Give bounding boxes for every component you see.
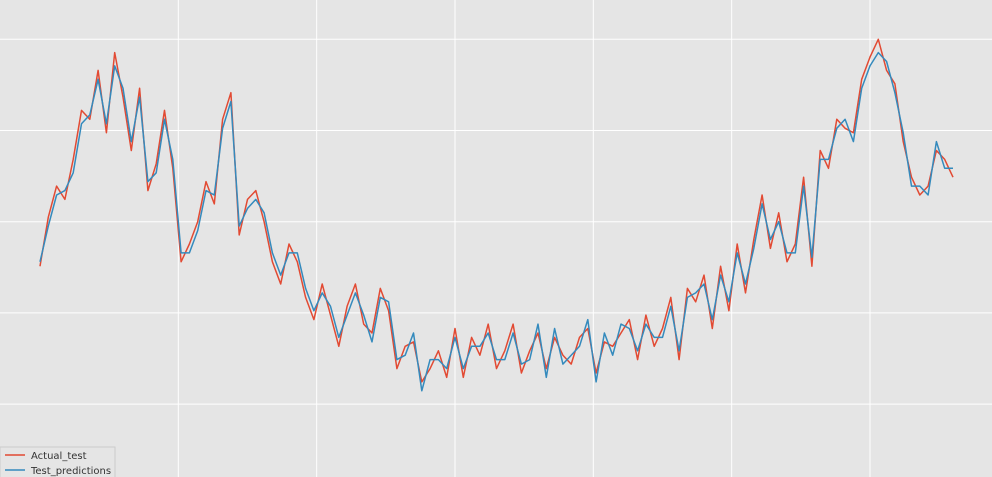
legend: Actual_test Test_predictions	[0, 446, 116, 477]
series-line-actual-test	[39, 38, 954, 383]
legend-box	[0, 446, 116, 477]
legend-label-test-predictions: Test_predictions	[30, 466, 111, 477]
series-lines	[39, 38, 954, 392]
legend-label-actual-test: Actual_test	[31, 451, 87, 462]
series-line-test-predictions	[39, 51, 953, 392]
